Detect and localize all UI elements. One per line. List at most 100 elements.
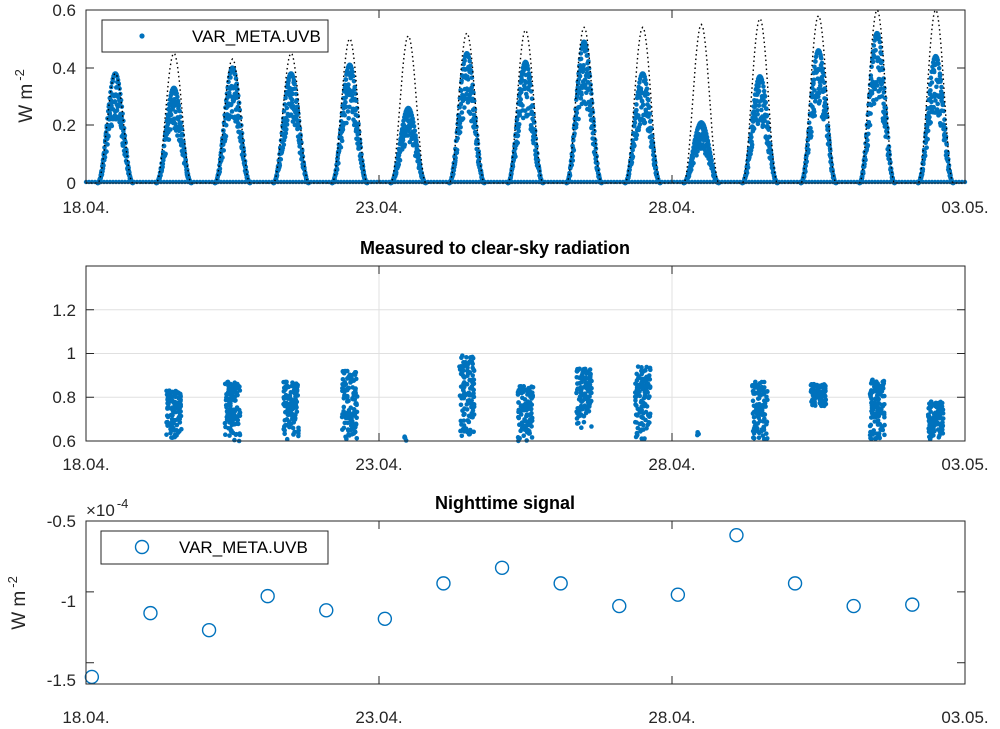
ratio-cluster-6 bbox=[457, 353, 477, 439]
ratio-point bbox=[644, 364, 649, 370]
ratio-point bbox=[869, 436, 874, 442]
ratio-point bbox=[223, 424, 228, 430]
ratio-point bbox=[931, 433, 936, 438]
uvb-point bbox=[106, 126, 112, 132]
uvb-point bbox=[885, 135, 891, 140]
nighttime-point bbox=[494, 560, 510, 575]
nighttime-point bbox=[377, 611, 393, 626]
uvb-point bbox=[531, 120, 537, 125]
legend-marker-dot bbox=[139, 33, 145, 39]
ratio-point bbox=[343, 387, 348, 393]
ratio-point bbox=[870, 377, 875, 383]
ratio-point bbox=[633, 419, 638, 425]
ratio-point bbox=[233, 386, 239, 391]
y-multiplier-base: ×10 bbox=[86, 501, 115, 520]
ratio-point bbox=[928, 399, 934, 404]
uvb-point bbox=[872, 86, 878, 92]
ratio-point bbox=[523, 403, 529, 409]
ratio-point bbox=[459, 422, 464, 427]
uvb-point bbox=[582, 77, 588, 82]
ratio-point bbox=[519, 426, 525, 431]
ratio-point bbox=[232, 437, 237, 443]
ratio-point bbox=[351, 393, 357, 398]
uvb-point bbox=[934, 84, 939, 90]
uvb-point bbox=[517, 113, 523, 118]
uvb-point bbox=[634, 102, 639, 107]
uvb-day-9 bbox=[564, 39, 604, 186]
nighttime-point bbox=[143, 605, 158, 621]
uvb-point bbox=[928, 120, 933, 125]
panel-3-ticks bbox=[85, 520, 966, 684]
y-tick-label: 0.6 bbox=[52, 432, 76, 451]
ratio-point bbox=[529, 415, 535, 421]
uvb-point bbox=[462, 58, 467, 64]
uvb-point bbox=[762, 94, 768, 99]
uvb-point bbox=[292, 81, 297, 87]
ratio-point bbox=[296, 425, 301, 431]
uvb-point bbox=[570, 153, 575, 159]
uvb-point bbox=[651, 147, 657, 153]
uvb-point bbox=[278, 157, 284, 162]
ratio-point bbox=[525, 392, 530, 397]
uvb-point bbox=[243, 164, 249, 170]
ratio-point bbox=[165, 414, 171, 420]
uvb-point bbox=[759, 107, 764, 113]
uvb-point bbox=[285, 118, 290, 123]
svg-text:W m-2: W m-2 bbox=[5, 576, 30, 630]
legend: VAR_META.UVB bbox=[100, 530, 329, 565]
uvb-point bbox=[105, 142, 110, 147]
uvb-point bbox=[811, 77, 817, 83]
uvb-point bbox=[414, 143, 420, 148]
ratio-point bbox=[939, 415, 944, 421]
uvb-point bbox=[945, 156, 951, 162]
ratio-point bbox=[643, 417, 648, 423]
ratio-point bbox=[470, 373, 476, 378]
ratio-point bbox=[291, 432, 296, 437]
uvb-point bbox=[812, 88, 817, 93]
uvb-point bbox=[298, 133, 303, 138]
uvb-point bbox=[691, 160, 696, 166]
uvb-point bbox=[281, 108, 287, 114]
uvb-point bbox=[226, 79, 231, 85]
uvb-point bbox=[808, 133, 814, 139]
panel-clear-sky-ratio: Measured to clear-sky radiation 0.6 0.8 … bbox=[52, 238, 988, 474]
panel-uvb-radiation: 0 0.2 0.4 0.6 18.04. 23.04. 28.04. 03.05… bbox=[12, 1, 989, 217]
uvb-point bbox=[755, 111, 760, 117]
uvb-point bbox=[525, 112, 531, 118]
uvb-point bbox=[633, 136, 639, 142]
uvb-point bbox=[595, 167, 601, 172]
ratio-point bbox=[759, 379, 765, 385]
uvb-point bbox=[936, 65, 942, 71]
ratio-point bbox=[469, 411, 475, 416]
ratio-point bbox=[229, 390, 234, 395]
uvb-point bbox=[339, 138, 345, 144]
uvb-point bbox=[889, 171, 895, 177]
ratio-point bbox=[635, 382, 641, 388]
ratio-point bbox=[589, 378, 594, 384]
ratio-cluster-2 bbox=[222, 379, 243, 444]
ratio-point bbox=[527, 400, 533, 405]
uvb-point bbox=[574, 110, 580, 116]
ratio-point bbox=[695, 429, 700, 435]
uvb-point bbox=[928, 88, 933, 93]
uvb-point bbox=[118, 97, 124, 103]
uvb-point bbox=[229, 109, 235, 114]
uvb-point bbox=[767, 134, 772, 140]
ratio-point bbox=[882, 422, 887, 428]
uvb-point bbox=[114, 108, 120, 113]
uvb-point bbox=[173, 109, 178, 115]
uvb-point bbox=[580, 85, 585, 91]
ratio-point bbox=[936, 435, 942, 440]
uvb-point bbox=[412, 128, 418, 134]
uvb-point bbox=[819, 60, 825, 66]
uvb-point bbox=[945, 149, 950, 155]
uvb-point bbox=[344, 120, 349, 126]
uvb-point bbox=[515, 140, 521, 146]
uvb-point bbox=[530, 104, 536, 109]
x-tick-label: 18.04. bbox=[62, 198, 109, 217]
ratio-point bbox=[646, 420, 651, 425]
ratio-point bbox=[292, 389, 297, 395]
ratio-point bbox=[575, 381, 580, 386]
ratio-point bbox=[222, 420, 228, 426]
uvb-point bbox=[698, 146, 704, 151]
